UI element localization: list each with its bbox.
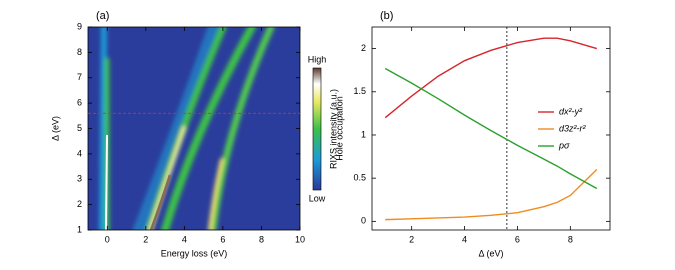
panel-label: (a) [96,10,109,22]
y-axis-label: Δ (eV) [50,116,60,141]
x-tick-label: 6 [220,234,225,244]
x-tick-label: 2 [409,234,414,244]
y-tick-label: 2 [77,199,82,209]
x-tick-label: 4 [462,234,467,244]
y-tick-label: 9 [77,21,82,31]
heatmap [88,27,300,230]
x-tick-label: 2 [143,234,148,244]
x-tick-label: 6 [515,234,520,244]
y-tick-label: 3 [77,174,82,184]
colorbar-label: RIXS intensity (a.u.) [328,89,338,169]
y-tick-label: 1.5 [353,86,366,96]
x-tick-label: 8 [259,234,264,244]
y-tick-label: 5 [77,123,82,133]
y-tick-label: 6 [77,98,82,108]
y-tick-label: 2 [361,43,366,53]
y-axis-label: Hole occupation [334,96,344,161]
x-axis-label: Energy loss (eV) [161,248,228,258]
series-line [384,37,597,119]
series-line [385,169,598,221]
y-tick-label: 0.5 [353,173,366,183]
x-tick-label: 8 [568,234,573,244]
colorbar [312,67,322,191]
y-tick-label: 4 [77,148,82,158]
colorbar-high: High [308,54,327,64]
colorbar-low: Low [309,193,326,203]
legend-label: pσ [558,140,570,150]
x-axis-label: Δ (eV) [478,248,503,258]
x-tick-label: 4 [182,234,187,244]
x-tick-label: 10 [295,234,305,244]
series-line [384,67,598,190]
y-tick-label: 0 [361,216,366,226]
legend-label: d3z²-r² [559,123,587,133]
x-tick-label: 0 [105,234,110,244]
y-tick-label: 8 [77,47,82,57]
y-tick-label: 1 [361,129,366,139]
plot-frame [371,26,611,231]
panel-label: (b) [380,10,393,22]
y-tick-label: 1 [77,224,82,234]
legend-label: dx²-y² [559,106,583,116]
y-tick-label: 7 [77,72,82,82]
